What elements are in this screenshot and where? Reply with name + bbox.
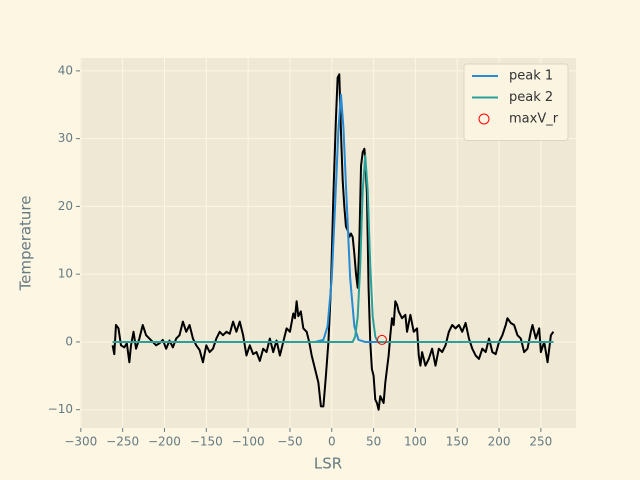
x-tick-label: −300: [64, 435, 97, 449]
x-tick-label: −150: [190, 435, 223, 449]
grid: −300 −250 −200 −150 −100 −50 0 50 100 150 200 250−1…: [48, 58, 576, 449]
x-axis-label: LSR: [314, 455, 342, 473]
series-line: [112, 93, 554, 343]
y-tick-label: −10: [48, 402, 73, 416]
legend-label: peak 2: [509, 90, 553, 105]
x-tick-label: 50: [366, 435, 381, 449]
legend-label: maxV_r: [509, 112, 559, 127]
x-tick-label: 200: [488, 435, 511, 449]
x-tick-label: 100: [404, 435, 427, 449]
y-tick-label: 0: [65, 334, 73, 348]
legend: peak 1 peak 2 maxV_r: [463, 63, 569, 141]
y-axis-label: Temperature: [17, 195, 35, 291]
x-tick-label: 150: [446, 435, 469, 449]
x-tick-label: −200: [148, 435, 181, 449]
series-line: [112, 154, 554, 343]
x-tick-label: −50: [277, 435, 302, 449]
y-tick-label: 10: [58, 267, 73, 281]
y-tick-label: 40: [58, 63, 73, 77]
x-tick-label: −100: [232, 435, 265, 449]
y-tick-label: 30: [58, 131, 73, 145]
x-tick-label: 250: [529, 435, 552, 449]
scatter-point: [376, 334, 387, 345]
legend-box: [463, 63, 569, 141]
x-tick-label: 0: [328, 435, 336, 449]
x-tick-label: −250: [106, 435, 139, 449]
legend-label: peak 1: [509, 69, 553, 84]
legend-marker: [478, 113, 490, 125]
y-tick-label: 20: [58, 199, 73, 213]
marks: [111, 73, 555, 411]
